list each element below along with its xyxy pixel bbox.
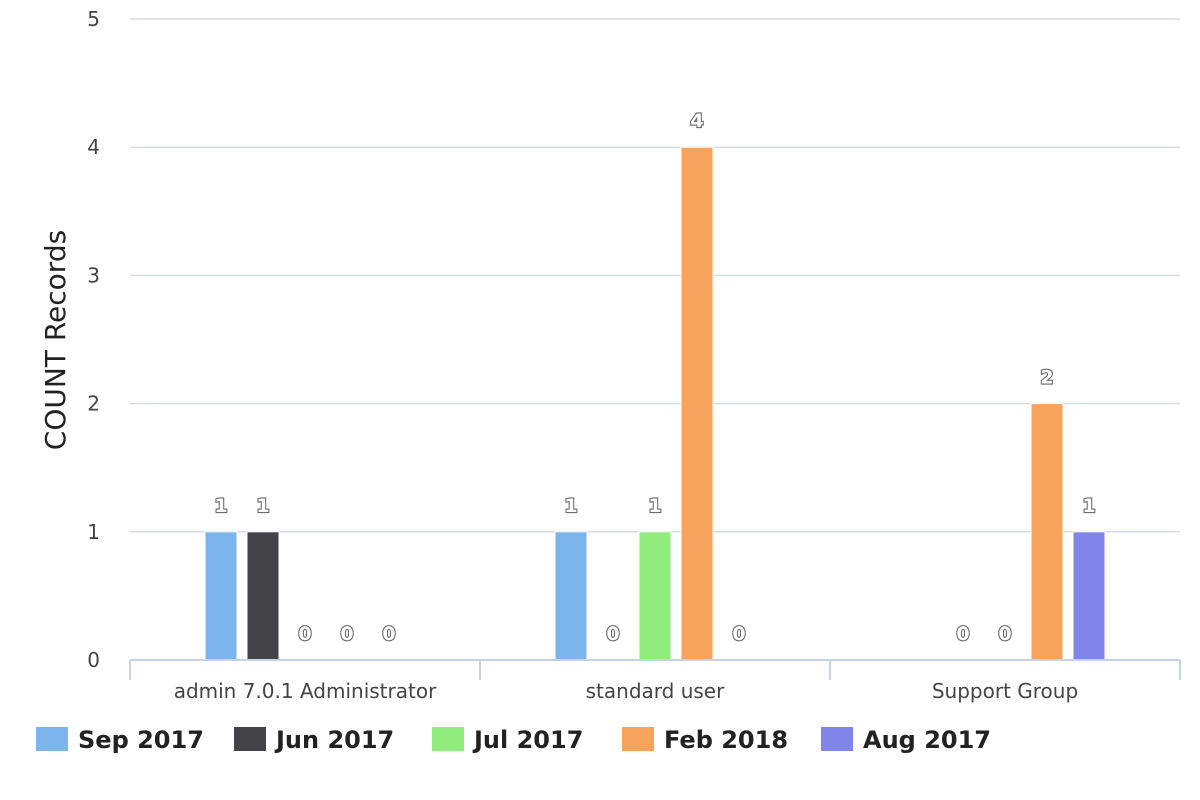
legend-swatch (622, 727, 654, 751)
bar (1030, 403, 1064, 661)
legend-item[interactable]: Sep 2017 (36, 726, 204, 754)
legend-item[interactable]: Feb 2018 (622, 726, 788, 754)
bar (1072, 531, 1106, 661)
data-label: 0 (998, 623, 1011, 645)
bar (638, 531, 672, 661)
legend-item[interactable]: Jun 2017 (234, 726, 394, 754)
data-label: 2 (1040, 367, 1053, 389)
bar (204, 531, 238, 661)
legend-label: Feb 2018 (664, 726, 788, 754)
data-label: 0 (298, 623, 311, 645)
y-axis-ticks: 0 1 2 3 4 5 (87, 7, 100, 672)
x-axis: admin 7.0.1 Administrator standard user Su… (129, 659, 1181, 703)
legend-label: Aug 2017 (863, 726, 991, 754)
data-label: 0 (732, 623, 745, 645)
y-tick-label: 3 (87, 263, 100, 287)
x-tick-label: admin 7.0.1 Administrator (174, 679, 437, 703)
legend-item[interactable]: Aug 2017 (821, 726, 991, 754)
bar (554, 531, 588, 661)
legend-swatch (36, 727, 68, 751)
legend-item[interactable]: Jul 2017 (432, 726, 583, 754)
legend-label: Jun 2017 (274, 726, 394, 754)
grid-lines (130, 18, 1180, 533)
legend-label: Jul 2017 (472, 726, 583, 754)
x-tick-label: standard user (586, 679, 725, 703)
legend-swatch (234, 727, 266, 751)
bars (204, 146, 1106, 661)
bar (680, 146, 714, 661)
data-label: 1 (1082, 495, 1095, 517)
y-axis-title: COUNT Records (39, 230, 72, 450)
data-label: 1 (564, 495, 577, 517)
data-labels: 1 1 1 0 0 0 1 0 0 4 2 0 0 1 (213, 109, 1096, 646)
legend-swatch (821, 727, 853, 751)
y-tick-label: 1 (87, 520, 100, 544)
data-label: 0 (382, 623, 395, 645)
data-label: 1 (214, 495, 227, 517)
data-label: 1 (256, 495, 269, 517)
legend: Sep 2017 Jun 2017 Jul 2017 Feb 2018 Aug 2017 (36, 726, 991, 754)
data-label: 0 (956, 623, 969, 645)
legend-label: Sep 2017 (78, 726, 204, 754)
x-tick-label: Support Group (932, 679, 1078, 703)
data-label: 0 (340, 623, 353, 645)
y-tick-label: 5 (87, 7, 100, 31)
legend-swatch (432, 727, 464, 751)
bar (246, 531, 280, 661)
data-label: 0 (606, 623, 619, 645)
data-label: 1 (648, 495, 661, 517)
data-label: 4 (690, 110, 703, 132)
y-tick-label: 4 (87, 135, 100, 159)
y-tick-label: 0 (87, 648, 100, 672)
y-tick-label: 2 (87, 392, 100, 416)
